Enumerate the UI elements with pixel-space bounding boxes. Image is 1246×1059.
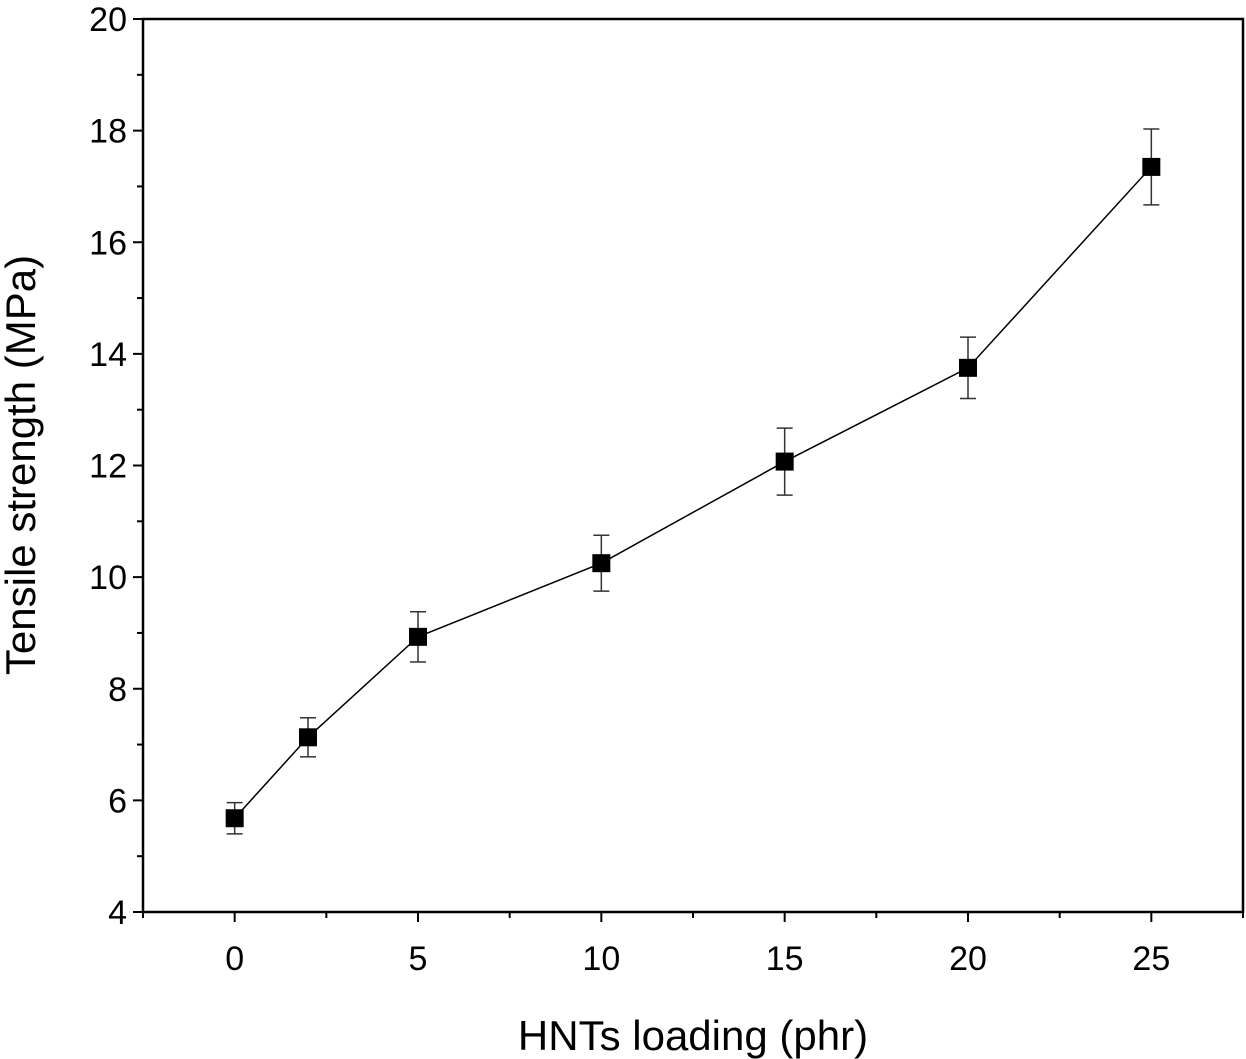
data-point	[299, 728, 317, 747]
plot-frame	[141, 17, 1245, 914]
data-point	[959, 358, 977, 377]
x-axis-ticks: 0 5 10 15 20 25	[142, 912, 1244, 978]
y-axis-ticks: 4 6 8 10 12 14 16 18 20	[89, 1, 143, 932]
x-tick-label: 15	[766, 940, 804, 978]
y-tick-label: 12	[89, 448, 127, 486]
data-point	[592, 554, 611, 573]
y-tick-label: 14	[89, 336, 127, 374]
x-tick-label: 5	[409, 940, 428, 978]
y-tick-label: 16	[89, 224, 127, 262]
series-layer	[225, 128, 1161, 835]
y-tick-label: 6	[108, 782, 127, 820]
x-axis-title: HNTs loading (phr)	[518, 1012, 868, 1059]
y-tick-label: 10	[89, 559, 127, 597]
series-line	[234, 166, 1152, 819]
x-tick-label: 10	[582, 940, 620, 978]
data-point	[409, 627, 427, 646]
data-point	[225, 809, 244, 828]
x-tick-label: 0	[225, 940, 244, 978]
y-axis-title: Tensile strength (MPa)	[0, 255, 44, 675]
y-tick-label: 20	[89, 1, 127, 39]
data-point	[775, 452, 794, 471]
x-tick-label: 25	[1132, 940, 1170, 978]
y-tick-label: 8	[108, 671, 127, 709]
data-point	[1142, 157, 1161, 176]
y-tick-label: 18	[89, 113, 127, 151]
x-tick-label: 20	[949, 940, 987, 978]
y-tick-label: 4	[108, 894, 127, 932]
